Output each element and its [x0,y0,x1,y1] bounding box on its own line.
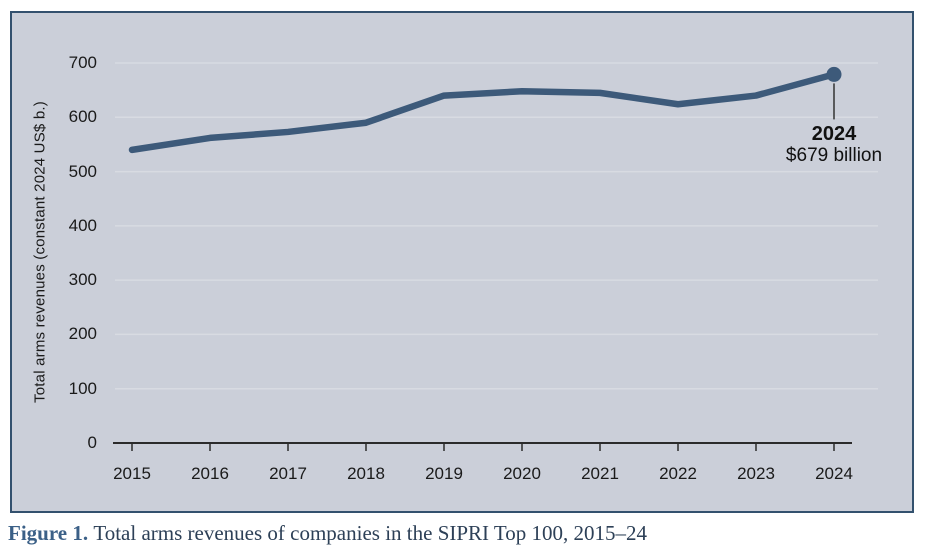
x-tick-label: 2022 [659,464,697,483]
chart-plot-area: Total arms revenues (constant 2024 US$ b… [10,11,914,513]
y-tick-label: 200 [68,324,97,344]
y-tick-label: 300 [68,270,97,290]
x-tick-label: 2021 [581,464,619,483]
y-tick-label: 600 [68,107,97,127]
y-tick-label: 400 [68,215,97,235]
x-tick-label: 2015 [113,464,151,483]
x-tick-label: 2016 [191,464,229,483]
x-tick-label: 2019 [425,464,463,483]
y-tick-label: 0 [87,433,97,452]
figure-caption-text: Total arms revenues of companies in the … [93,521,648,545]
revenue-line-series [128,71,838,154]
x-tick-label: 2020 [503,464,541,483]
annotation-value: $679 billion [785,145,883,167]
x-tick-label: 2023 [737,464,775,483]
figure-caption-label: Figure 1. [8,521,89,545]
y-tick-label: 500 [68,161,97,181]
figure-caption: Figure 1. Total arms revenues of companie… [8,520,647,547]
annotation-year: 2024 [811,123,857,146]
x-tick-label: 2017 [269,464,307,483]
x-axis-tick-marks [131,443,835,451]
x-tick-label: 2024 [815,464,853,483]
y-tick-label: 700 [68,53,97,72]
gridlines [115,62,878,390]
y-tick-label: 100 [68,378,97,398]
line-chart-canvas [113,62,878,451]
data-annotation: 2024 $679 billion [786,123,882,167]
y-axis-title: Total arms revenues (constant 2024 US$ b… [31,101,49,403]
last-point-marker [826,66,842,82]
x-tick-label: 2018 [347,464,385,483]
